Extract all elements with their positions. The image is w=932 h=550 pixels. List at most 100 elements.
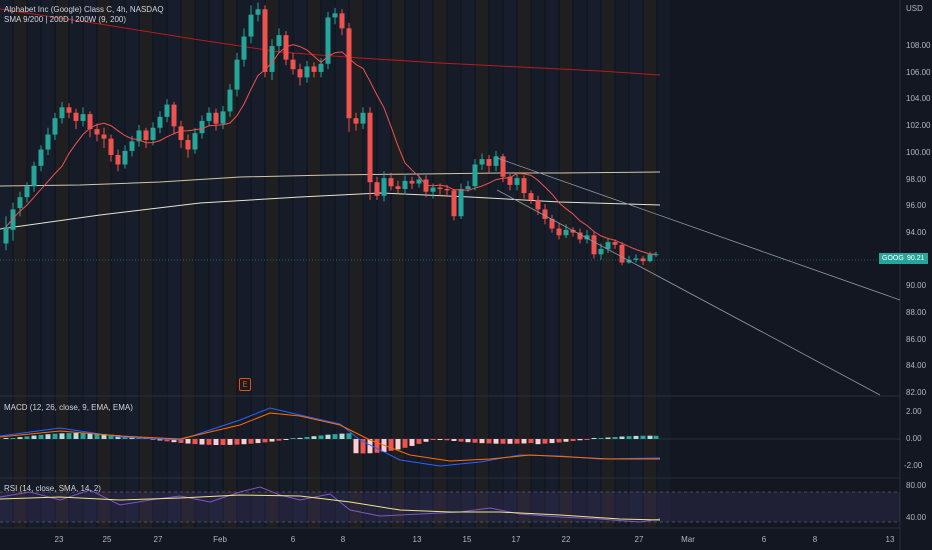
macd-histogram-bar bbox=[150, 439, 156, 440]
macd-histogram-bar bbox=[605, 437, 611, 439]
chart-title: Alphabet Inc (Google) Class C, 4h, NASDA… bbox=[4, 5, 164, 14]
macd-legend[interactable]: MACD (12, 26, close, 9, EMA, EMA) bbox=[4, 403, 133, 412]
macd-histogram-bar bbox=[108, 434, 114, 439]
macd-histogram-bar bbox=[87, 433, 93, 439]
macd-histogram-bar bbox=[94, 433, 100, 439]
earnings-marker-icon[interactable]: E bbox=[239, 378, 251, 391]
candle-body bbox=[493, 156, 499, 166]
candle-body bbox=[381, 178, 387, 196]
macd-histogram-bar bbox=[206, 439, 212, 445]
time-tick: 22 bbox=[561, 535, 571, 544]
macd-histogram-bar bbox=[374, 439, 380, 453]
session-band bbox=[560, 0, 572, 528]
time-tick: 27 bbox=[634, 535, 644, 544]
price-tick: 108.00 bbox=[906, 41, 931, 50]
macd-tick: 2.00 bbox=[906, 407, 922, 416]
sma-200w-line bbox=[0, 8, 661, 76]
macd-histogram-bar bbox=[430, 439, 436, 440]
candle-body bbox=[570, 229, 576, 233]
candle-body bbox=[129, 141, 135, 151]
session-band bbox=[14, 0, 26, 528]
sma-9-line bbox=[5, 44, 657, 255]
session-band bbox=[490, 0, 502, 528]
macd-histogram-bar bbox=[514, 439, 520, 444]
candle-body bbox=[549, 218, 555, 229]
session-band bbox=[0, 0, 12, 528]
last-price-badge: 90.21 bbox=[904, 253, 928, 264]
candle-body bbox=[178, 126, 184, 140]
candle-body bbox=[409, 180, 415, 184]
session-band bbox=[252, 0, 264, 528]
macd-histogram-bar bbox=[332, 434, 338, 439]
macd-histogram-bar bbox=[276, 439, 282, 441]
candle-body bbox=[325, 17, 331, 64]
candle-body bbox=[122, 150, 128, 165]
session-band bbox=[406, 0, 418, 528]
candle-body bbox=[339, 13, 345, 29]
macd-histogram-bar bbox=[486, 439, 492, 444]
candle-body bbox=[304, 66, 310, 78]
macd-histogram-bar bbox=[283, 439, 289, 440]
candle-body bbox=[59, 107, 65, 119]
macd-histogram-bar bbox=[458, 439, 464, 442]
candle-body bbox=[612, 242, 618, 245]
candle-body bbox=[430, 187, 436, 192]
session-band bbox=[126, 0, 138, 528]
session-band bbox=[84, 0, 96, 528]
candle-body bbox=[297, 69, 303, 78]
candle-body bbox=[73, 112, 79, 121]
candle-body bbox=[66, 107, 72, 113]
macd-histogram-bar bbox=[577, 439, 583, 441]
candle-body bbox=[521, 178, 527, 194]
candle-body bbox=[171, 104, 177, 127]
rsi-legend[interactable]: RSI (14, close, SMA, 14, 2) bbox=[4, 484, 101, 493]
session-band bbox=[42, 0, 54, 528]
macd-histogram-bar bbox=[304, 437, 310, 439]
macd-histogram-bar bbox=[591, 438, 597, 439]
candle-body bbox=[38, 149, 44, 166]
candle-body bbox=[213, 112, 219, 124]
price-tick: 102.00 bbox=[906, 121, 931, 131]
session-band bbox=[546, 0, 558, 528]
macd-histogram-bar bbox=[521, 439, 527, 444]
candle-body bbox=[395, 186, 401, 189]
session-band bbox=[644, 0, 656, 528]
candle-body bbox=[241, 36, 247, 60]
candle-body bbox=[157, 116, 163, 128]
macd-histogram-bar bbox=[52, 433, 58, 439]
candle-body bbox=[360, 112, 366, 124]
macd-histogram-bar bbox=[542, 439, 548, 444]
macd-histogram-bar bbox=[325, 434, 331, 439]
candle-body bbox=[262, 9, 268, 72]
macd-histogram-bar bbox=[647, 435, 653, 439]
candle-body bbox=[444, 189, 450, 191]
candle-body bbox=[535, 199, 541, 210]
macd-histogram-bar bbox=[234, 439, 240, 445]
candle-body bbox=[626, 259, 632, 263]
session-band bbox=[154, 0, 166, 528]
time-tick: 25 bbox=[102, 535, 112, 544]
macd-histogram-bar bbox=[339, 433, 345, 439]
macd-histogram-bar bbox=[80, 433, 86, 439]
candle-body bbox=[255, 9, 261, 15]
price-tick: 100.00 bbox=[906, 147, 931, 157]
macd-histogram-bar bbox=[395, 439, 401, 450]
macd-histogram-bar bbox=[465, 439, 471, 443]
candle-body bbox=[577, 232, 583, 240]
macd-histogram-bar bbox=[248, 439, 254, 444]
candle-body bbox=[514, 178, 520, 185]
macd-histogram-bar bbox=[101, 433, 107, 439]
macd-histogram-bar bbox=[241, 439, 247, 445]
macd-histogram-bar bbox=[45, 434, 51, 439]
session-band bbox=[140, 0, 152, 528]
candle-body bbox=[24, 186, 30, 198]
indicator-legend[interactable]: SMA 9/200 | 200D | 200W (9, 200) bbox=[4, 15, 126, 24]
macd-tick: 0.00 bbox=[906, 434, 922, 443]
macd-histogram-bar bbox=[185, 439, 191, 444]
session-band bbox=[70, 0, 82, 528]
time-tick: 13 bbox=[412, 535, 422, 544]
candle-body bbox=[227, 89, 233, 112]
candle-body bbox=[269, 46, 275, 72]
macd-histogram-bar bbox=[318, 435, 324, 439]
